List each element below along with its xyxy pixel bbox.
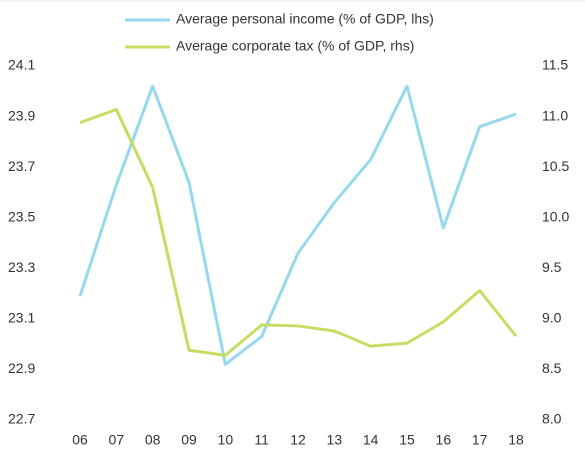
y2-tick-label: 11.5 [542, 57, 568, 73]
x-tick-label: 11 [254, 432, 269, 448]
legend-label: Average personal income (% of GDP, lhs) [176, 11, 434, 27]
x-tick-label: 13 [327, 432, 343, 448]
legend-label: Average corporate tax (% of GDP, rhs) [176, 38, 414, 54]
x-tick-label: 09 [181, 432, 197, 448]
y-tick-label: 24.1 [8, 57, 35, 73]
y2-tick-label: 11.0 [542, 107, 568, 123]
y-tick-label: 23.9 [8, 107, 35, 123]
y-tick-label: 23.3 [8, 259, 35, 275]
x-tick-label: 06 [72, 432, 88, 448]
series-line [78, 84, 517, 366]
y2-tick-label: 8.5 [542, 360, 562, 376]
y-tick-label: 23.7 [8, 158, 35, 174]
y-tick-label: 23.1 [8, 310, 35, 326]
y2-tick-label: 10.5 [542, 158, 569, 174]
y2-tick-label: 9.0 [542, 310, 562, 326]
x-tick-label: 12 [290, 432, 306, 448]
x-tick-label: 10 [218, 432, 234, 448]
x-tick-label: 16 [436, 432, 452, 448]
x-tick-label: 18 [508, 432, 524, 448]
x-tick-label: 17 [472, 432, 488, 448]
y-tick-label: 22.7 [8, 411, 35, 427]
y-tick-label: 23.5 [8, 208, 35, 224]
x-tick-label: 08 [145, 432, 161, 448]
y-tick-label: 22.9 [8, 360, 35, 376]
x-tick-label: 14 [363, 432, 379, 448]
y2-tick-label: 10.0 [542, 208, 569, 224]
y2-tick-label: 9.5 [542, 259, 562, 275]
x-tick-label: 15 [399, 432, 415, 448]
y2-tick-label: 8.0 [542, 411, 562, 427]
series-line [79, 107, 518, 357]
x-tick-label: 07 [109, 432, 125, 448]
